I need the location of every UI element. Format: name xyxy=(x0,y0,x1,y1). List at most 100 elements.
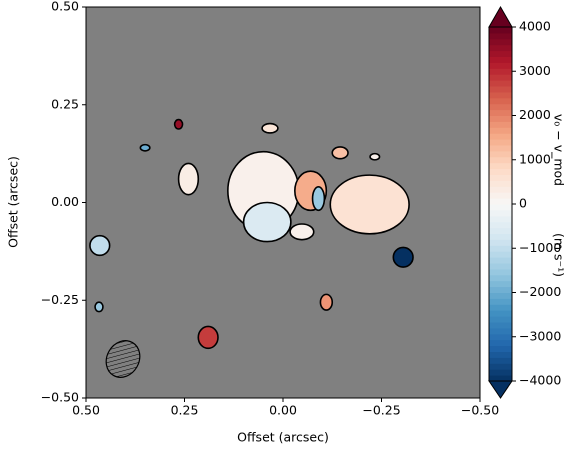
colorbar-segment xyxy=(489,198,512,205)
region xyxy=(319,293,334,311)
colorbar-segment xyxy=(489,50,512,57)
region xyxy=(139,143,151,152)
colorbar-segment xyxy=(489,215,512,223)
colorbar-segment xyxy=(489,139,512,146)
region xyxy=(369,152,381,161)
colorbar-tick-label: 2000 xyxy=(519,107,551,122)
region xyxy=(329,174,410,235)
x-tick-label: −0.25 xyxy=(362,403,400,418)
colorbar-segment xyxy=(489,62,512,69)
colorbar-segment xyxy=(489,221,512,229)
colorbar-segment xyxy=(489,345,512,352)
colorbar-segment xyxy=(489,150,512,158)
colorbar-segment xyxy=(489,38,512,46)
y-tick-label: 0.25 xyxy=(51,96,79,111)
colorbar-segment xyxy=(489,174,512,181)
colorbar-extend-top xyxy=(488,5,513,28)
regions xyxy=(89,118,414,350)
beam xyxy=(105,340,141,378)
colorbar-segment xyxy=(489,91,512,99)
colorbar-segment xyxy=(489,127,512,134)
colorbar-segment xyxy=(489,292,512,299)
y-tick-label: 0.00 xyxy=(51,194,79,209)
colorbar-segment xyxy=(489,192,512,199)
colorbar-segment xyxy=(489,180,512,187)
colorbar-segment xyxy=(489,286,512,293)
colorbar: −4000 −3000 −2000 −1000 0 1000 2000 3000 4000 xyxy=(488,5,561,399)
colorbar-tick-label: −3000 xyxy=(519,328,561,343)
colorbar-segment xyxy=(489,145,512,152)
colorbar-segment xyxy=(489,80,512,87)
colorbar-tick-label: 0 xyxy=(519,196,527,211)
colorbar-segment xyxy=(489,186,512,193)
x-axis-label: Offset (arcsec) xyxy=(237,430,329,445)
colorbar-segment xyxy=(489,363,512,370)
region xyxy=(261,122,279,134)
colorbar-segment xyxy=(489,257,512,264)
colorbar-segment xyxy=(489,133,512,140)
x-tick-label: 0.00 xyxy=(269,403,297,418)
colorbar-segment xyxy=(489,357,512,364)
y-tick-label: 0.50 xyxy=(51,0,79,14)
colorbar-segment xyxy=(489,103,512,111)
colorbar-tick-label: −1000 xyxy=(519,240,561,255)
colorbar-segment xyxy=(489,263,512,270)
colorbar-segment xyxy=(489,251,512,258)
colorbar-segment xyxy=(489,74,512,81)
colorbar-extend-bottom xyxy=(488,380,513,399)
colorbar-segment xyxy=(489,369,512,376)
colorbar-tick-label: −2000 xyxy=(519,284,561,299)
region xyxy=(94,301,104,313)
colorbar-segment xyxy=(489,162,512,170)
colorbar-segment xyxy=(489,298,512,305)
colorbar-segment xyxy=(489,322,512,329)
colorbar-segment xyxy=(489,304,512,311)
region xyxy=(289,223,315,241)
colorbar-segment xyxy=(489,56,512,63)
colorbar-segment xyxy=(489,268,512,276)
region xyxy=(242,201,292,243)
colorbar-segment xyxy=(489,86,512,93)
x-tick-label: 0.50 xyxy=(72,403,100,418)
colorbar-tick-label: 4000 xyxy=(519,19,551,34)
colorbar-segment xyxy=(489,121,512,128)
region xyxy=(197,325,219,350)
colorbar-segment xyxy=(489,239,512,246)
y-tick-label: −0.25 xyxy=(41,292,79,307)
colorbar-segment xyxy=(489,44,512,52)
region xyxy=(177,162,200,196)
colorbar-tick-label: −4000 xyxy=(519,373,561,388)
colorbar-segment xyxy=(489,204,512,211)
colorbar-segment xyxy=(489,351,512,358)
x-tick-label: −0.50 xyxy=(461,403,499,418)
y-tick-label: −0.50 xyxy=(41,390,79,405)
colorbar-segment xyxy=(489,68,512,75)
colorbar-segment xyxy=(489,32,512,40)
colorbar-segment xyxy=(489,227,512,234)
region xyxy=(331,146,349,160)
region xyxy=(311,186,326,212)
colorbar-segment xyxy=(489,280,512,288)
colorbar-segment xyxy=(489,168,512,175)
colorbar-segment xyxy=(489,27,512,34)
colorbar-segment xyxy=(489,109,512,116)
colorbar-segment xyxy=(489,97,512,105)
colorbar-tick-label: 1000 xyxy=(519,151,551,166)
region xyxy=(173,118,184,130)
colorbar-label: v₀ − v_mod xyxy=(552,114,567,186)
colorbar-segment xyxy=(489,327,512,335)
colorbar-tick-label: 3000 xyxy=(519,63,551,78)
colorbar-segment xyxy=(489,375,512,382)
colorbar-segment xyxy=(489,233,512,240)
colorbar-units: (m s⁻¹) xyxy=(552,233,567,277)
colorbar-segment xyxy=(489,339,512,347)
colorbar-segment xyxy=(489,310,512,317)
x-tick-label: 0.25 xyxy=(171,403,199,418)
colorbar-segment xyxy=(489,274,512,282)
colorbar-segment xyxy=(489,245,512,252)
colorbar-segment xyxy=(489,209,512,217)
colorbar-segment xyxy=(489,115,512,122)
region xyxy=(392,246,414,268)
y-axis-label: Offset (arcsec) xyxy=(6,156,21,248)
